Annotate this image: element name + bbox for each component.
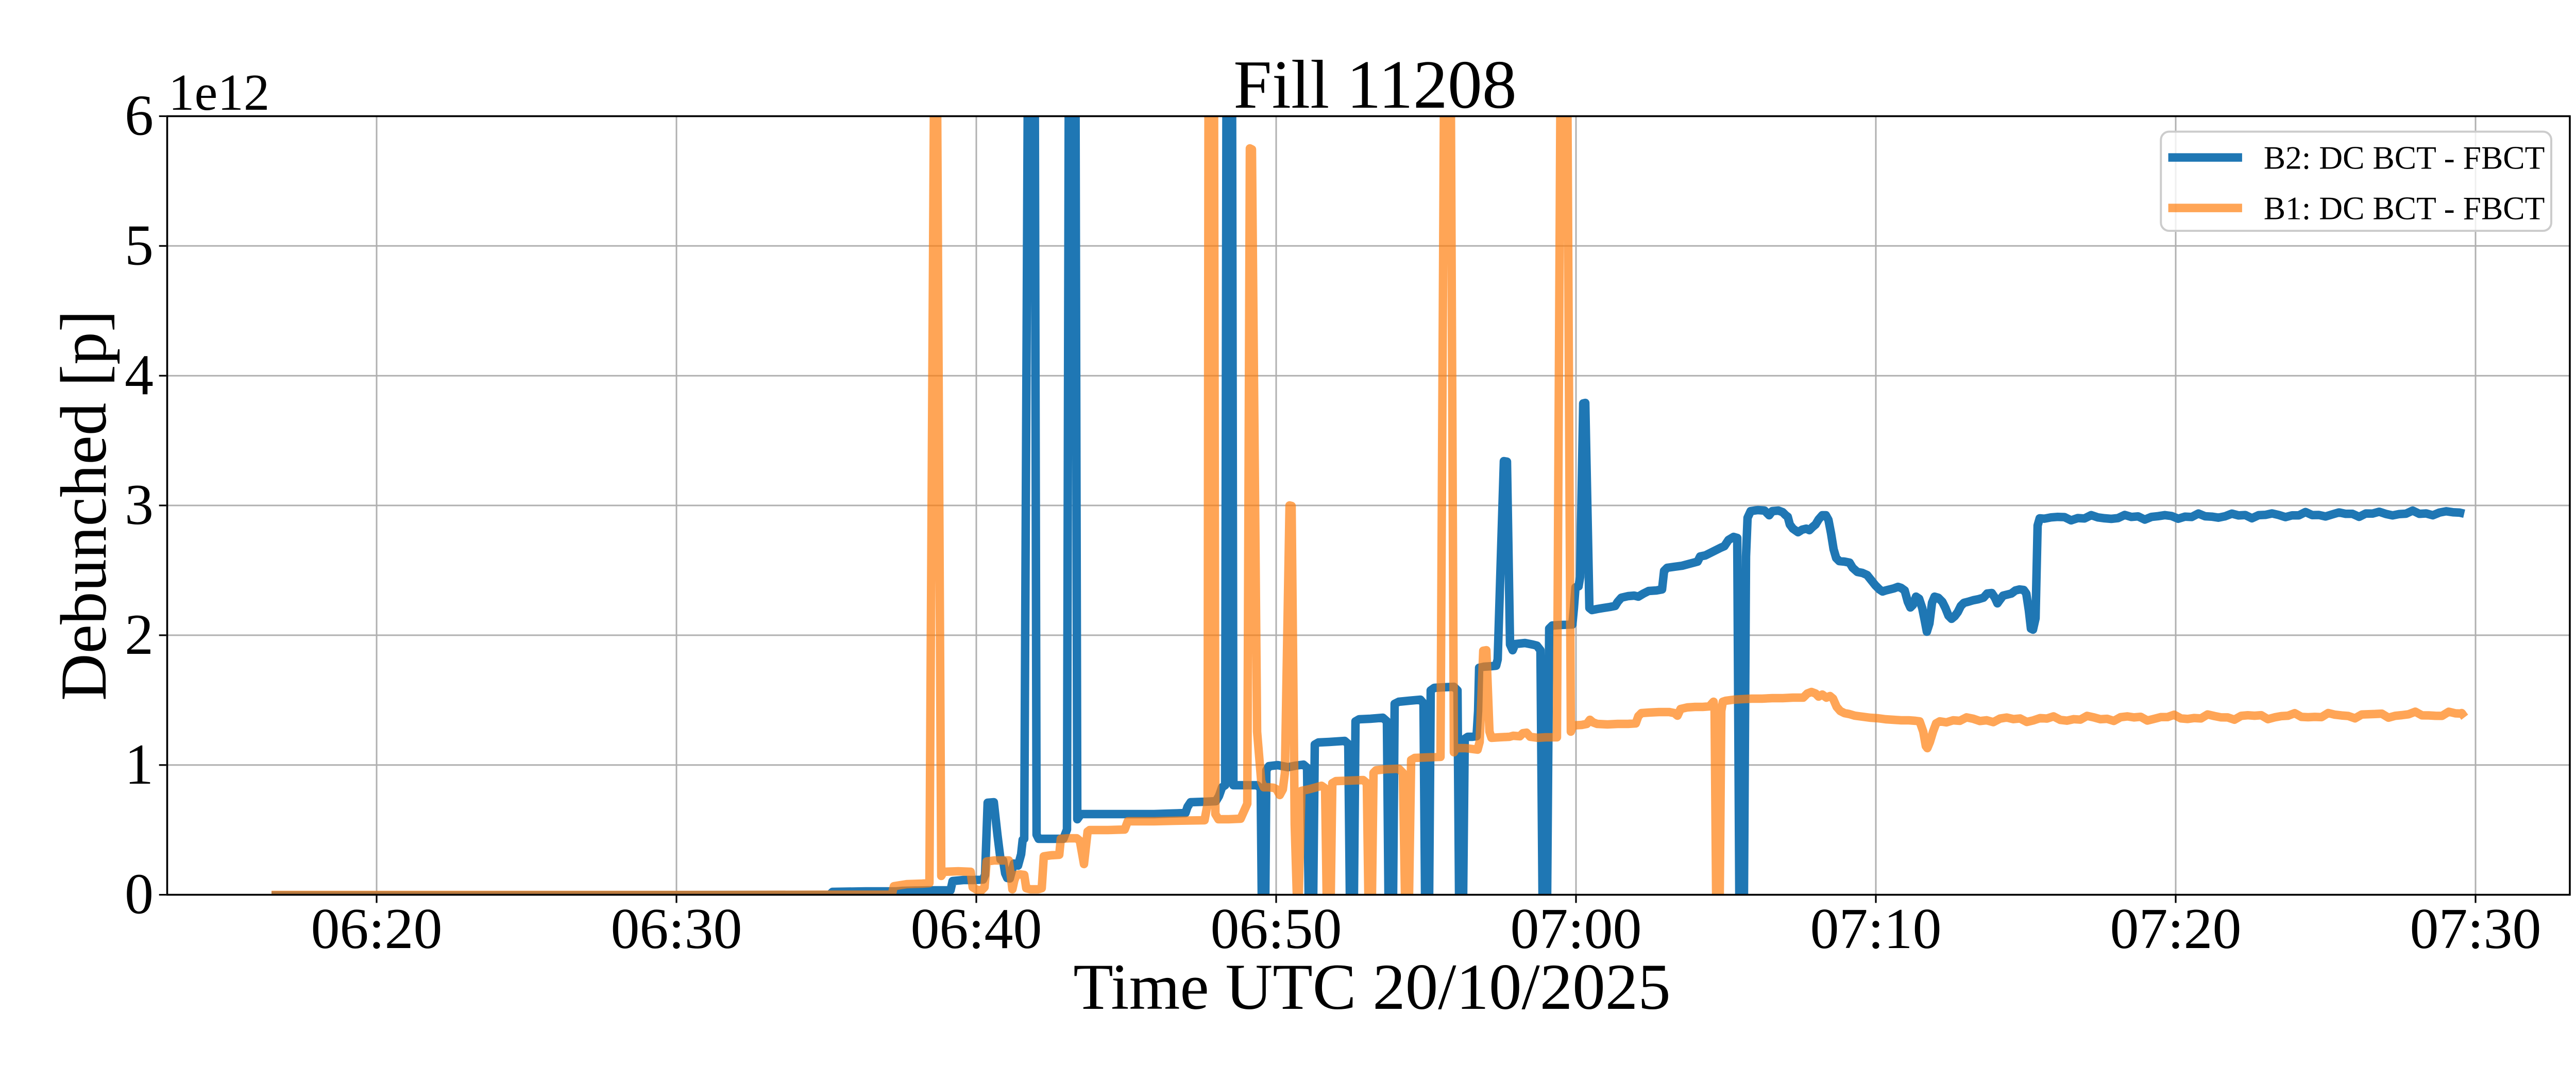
svg-text:6: 6 xyxy=(125,84,154,148)
svg-text:1: 1 xyxy=(125,733,154,797)
svg-text:07:30: 07:30 xyxy=(2410,897,2541,961)
svg-text:07:10: 07:10 xyxy=(1810,897,1941,961)
svg-text:B2: DC BCT - FBCT: B2: DC BCT - FBCT xyxy=(2264,139,2545,176)
svg-text:07:00: 07:00 xyxy=(1510,897,1641,961)
svg-text:07:20: 07:20 xyxy=(2110,897,2241,961)
svg-text:06:50: 06:50 xyxy=(1210,897,1342,961)
svg-text:3: 3 xyxy=(125,473,154,537)
svg-text:4: 4 xyxy=(125,343,154,407)
svg-text:06:20: 06:20 xyxy=(311,897,442,961)
svg-text:Time UTC 20/10/2025: Time UTC 20/10/2025 xyxy=(1073,951,1671,1023)
svg-text:5: 5 xyxy=(125,213,154,277)
svg-text:2: 2 xyxy=(125,603,154,667)
svg-text:Fill 11208: Fill 11208 xyxy=(1233,46,1517,123)
svg-text:06:40: 06:40 xyxy=(910,897,1042,961)
svg-text:B1: DC BCT - FBCT: B1: DC BCT - FBCT xyxy=(2264,190,2545,226)
svg-text:1e12: 1e12 xyxy=(168,63,269,121)
svg-text:06:30: 06:30 xyxy=(611,897,742,961)
svg-text:0: 0 xyxy=(125,863,154,926)
svg-text:Debunched [p]: Debunched [p] xyxy=(48,310,120,701)
